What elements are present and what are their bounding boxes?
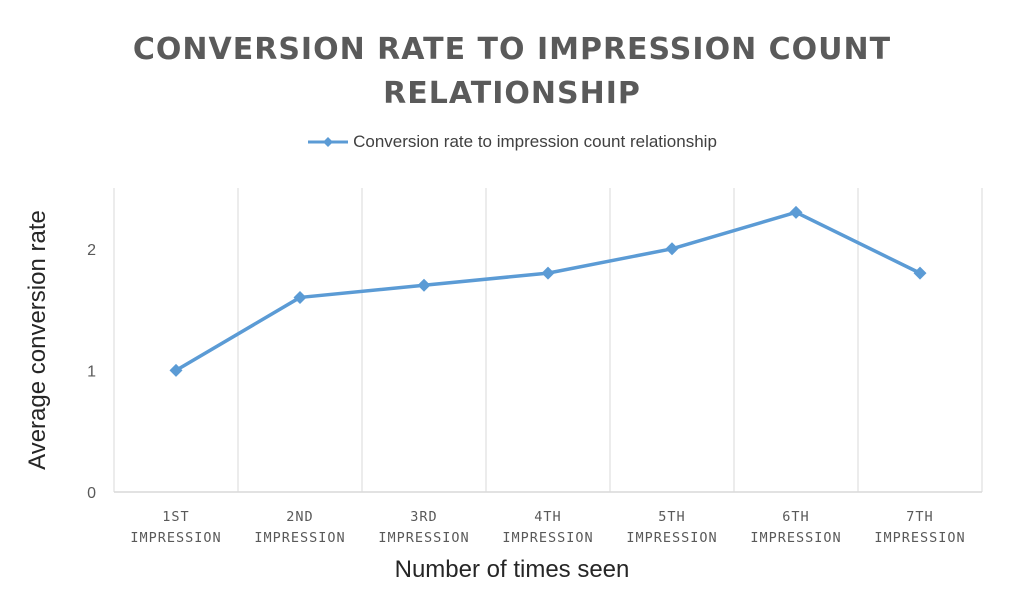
x-tick-label: 3RD [410,509,437,525]
legend: Conversion rate to impression count rela… [0,132,1024,155]
x-tick-label: 4TH [534,509,561,525]
data-point-marker [293,290,307,304]
x-tick-label: IMPRESSION [750,530,841,546]
x-tick-label: 7TH [906,509,933,525]
legend-line-marker-icon [308,137,349,147]
chart-title-line-2: RELATIONSHIP [383,76,641,111]
x-tick-label: 1ST [162,509,189,525]
chart-title: CONVERSION RATE TO IMPRESSION COUNT RELA… [0,28,1024,116]
x-tick-label: IMPRESSION [502,530,593,546]
x-tick-label: IMPRESSION [130,530,221,546]
y-tick-label: 0 [87,485,96,502]
y-tick-label: 2 [87,242,96,259]
x-tick-label: IMPRESSION [874,530,965,546]
chart-title-line-1: CONVERSION RATE TO IMPRESSION COUNT [132,32,892,67]
data-point-marker [169,363,183,377]
legend-item: Conversion rate to impression count rela… [307,132,717,152]
data-point-marker [541,266,555,280]
x-tick-label: IMPRESSION [254,530,345,546]
y-tick-label: 1 [87,363,96,380]
series-line [175,210,921,372]
data-point-marker [789,205,803,219]
x-tick-label: 5TH [658,509,685,525]
data-point-marker [665,242,679,256]
legend-label: Conversion rate to impression count rela… [353,132,717,151]
data-point-marker [913,266,927,280]
x-tick-label: 2ND [286,509,313,525]
x-tick-label: IMPRESSION [378,530,469,546]
x-tick-label: 6TH [782,509,809,525]
x-tick-label: IMPRESSION [626,530,717,546]
data-point-marker [417,278,431,292]
x-axis-label: Number of times seen [394,556,630,583]
